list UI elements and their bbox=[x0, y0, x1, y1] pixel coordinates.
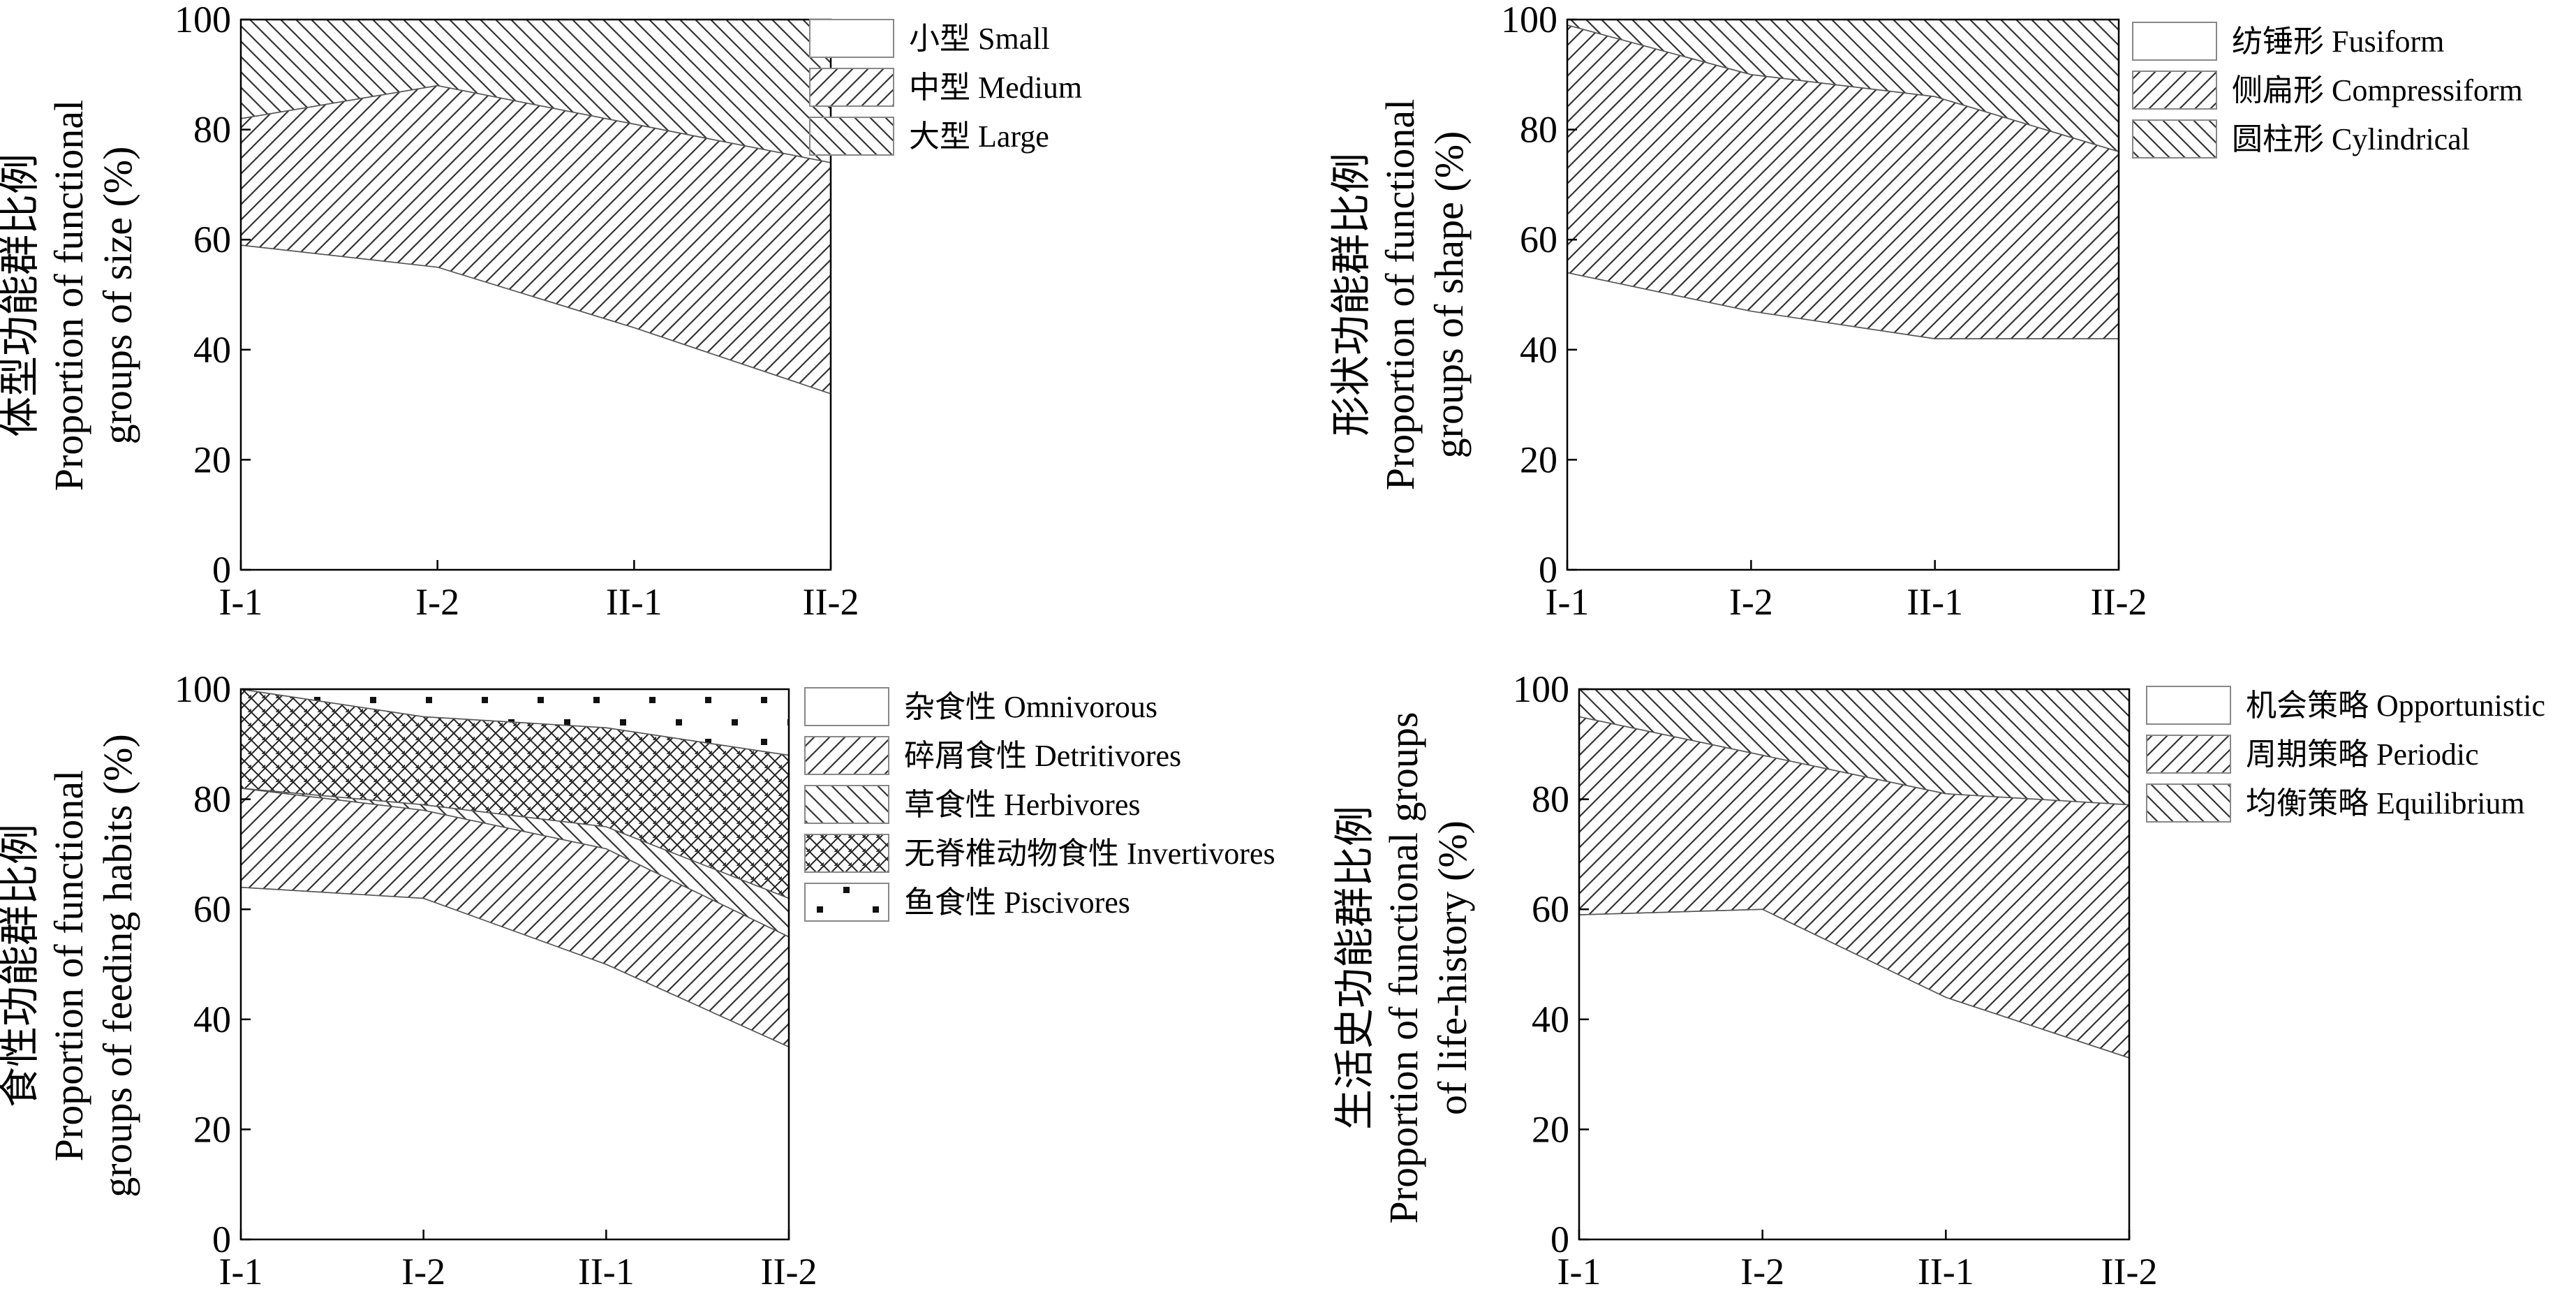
plot-frame bbox=[239, 688, 790, 1241]
legend-label-omnivorous: 杂食性 Omnivorous bbox=[904, 690, 1157, 724]
y-tick-label: 100 bbox=[175, 0, 231, 40]
panel-shape: 形状功能群比例 Proportion of functional groups … bbox=[1328, 0, 2523, 623]
y-tick-label: 80 bbox=[1520, 109, 1557, 151]
y-tick-label: 40 bbox=[193, 329, 231, 371]
x-tick-label: II-2 bbox=[803, 581, 859, 623]
y-tick-label: 60 bbox=[1520, 219, 1557, 260]
legend-label-periodic: 周期策略 Periodic bbox=[2246, 737, 2479, 772]
y-tick-label: 20 bbox=[1520, 439, 1557, 480]
legend-swatch-compressiform bbox=[2132, 71, 2217, 110]
x-tick-label: I-2 bbox=[1740, 1251, 1784, 1293]
legend-label-compressiform: 侧扁形 Compressiform bbox=[2232, 73, 2523, 108]
legend-swatch-large bbox=[809, 117, 894, 156]
ylabel-size-line2: Proportion of functional bbox=[46, 100, 91, 492]
x-tick-label: I-1 bbox=[219, 581, 263, 623]
y-tick-label: 40 bbox=[1532, 999, 1569, 1040]
ylabel-life-line1: 生活史功能群比例 bbox=[1332, 806, 1377, 1130]
plot-frame bbox=[1566, 18, 2120, 571]
legend-life-history: 机会策略 Opportunistic 周期策略 Periodic 均衡策略 Equi… bbox=[2146, 686, 2545, 823]
legend-swatch-herbivores bbox=[804, 785, 889, 824]
legend-shape: 纺锤形 Fusiform 侧扁形 Compressiform 圆柱形 Cylindr… bbox=[2132, 22, 2523, 159]
ylabel-feeding-line1: 食性功能群比例 bbox=[0, 824, 43, 1107]
legend-label-opportunistic: 机会策略 Opportunistic bbox=[2246, 688, 2545, 723]
y-tick-label: 40 bbox=[1520, 329, 1557, 371]
x-tick-label: I-2 bbox=[415, 581, 459, 623]
x-tick-label: I-2 bbox=[401, 1251, 445, 1293]
y-tick-label: 60 bbox=[1532, 888, 1569, 930]
y-tick-label: 80 bbox=[193, 779, 231, 820]
legend-label-cylindrical: 圆柱形 Cylindrical bbox=[2232, 122, 2470, 156]
y-tick-label: 60 bbox=[193, 219, 231, 260]
legend-swatch-detritivores bbox=[804, 736, 889, 775]
y-tick-label: 100 bbox=[1501, 0, 1557, 40]
x-tick-label: I-1 bbox=[1546, 581, 1590, 623]
y-tick-label: 40 bbox=[193, 999, 231, 1040]
legend-label-large: 大型 Large bbox=[909, 119, 1049, 154]
legend-swatch-opportunistic bbox=[2146, 686, 2231, 725]
legend-label-small: 小型 Small bbox=[909, 22, 1050, 56]
ylabel-shape-line2: Proportion of functional bbox=[1377, 99, 1423, 491]
legend-size: 小型 Small 中型 Medium 大型 Large bbox=[809, 19, 1082, 156]
x-tick-label: I-1 bbox=[219, 1251, 263, 1293]
ylabel-feeding-line3: groups of feeding habits (%) bbox=[95, 734, 140, 1198]
x-tick-label: II-2 bbox=[761, 1251, 817, 1293]
legend-swatch-medium bbox=[809, 68, 894, 107]
ylabel-size-line3: groups of size (%) bbox=[95, 147, 140, 445]
legend-swatch-omnivorous bbox=[804, 687, 889, 726]
ylabel-life-line3: of life-history (%) bbox=[1430, 820, 1475, 1115]
legend-swatch-periodic bbox=[2146, 735, 2231, 774]
plot-feeding: 0 20 40 60 80 100 I-1 I-2 II-1 II-2 bbox=[175, 668, 817, 1293]
y-tick-label: 20 bbox=[193, 439, 231, 480]
legend-label-detritivores: 碎屑食性 Detritivores bbox=[904, 739, 1181, 773]
y-tick-label: 0 bbox=[212, 549, 231, 591]
ylabel-size-line1: 体型功能群比例 bbox=[0, 154, 43, 437]
x-tick-label: I-1 bbox=[1557, 1251, 1601, 1293]
y-tick-label: 0 bbox=[1550, 1218, 1569, 1260]
ylabel-feeding-line2: Proportion of functional bbox=[46, 770, 91, 1162]
panel-size: 体型功能群比例 Proportion of functional groups … bbox=[0, 0, 1082, 623]
legend-swatch-piscivores bbox=[804, 883, 889, 922]
y-tick-label: 20 bbox=[193, 1108, 231, 1150]
y-tick-label: 20 bbox=[1532, 1108, 1569, 1150]
plot-frame bbox=[1578, 688, 2131, 1241]
x-tick-label: II-1 bbox=[1907, 581, 1963, 623]
plot-size: 0 20 40 60 80 100 I-1 I-2 II-1 II-2 bbox=[175, 0, 859, 623]
x-tick-label: I-2 bbox=[1729, 581, 1773, 623]
ylabel-shape-line3: groups of shape (%) bbox=[1426, 131, 1472, 459]
legend-swatch-equilibrium bbox=[2146, 783, 2231, 823]
legend-feeding: 杂食性 Omnivorous 碎屑食性 Detritivores 草食性 Herbi… bbox=[804, 687, 1275, 922]
plot-life-history: 0 20 40 60 80 100 I-1 I-2 II-1 II-2 bbox=[1513, 668, 2157, 1293]
panel-life-history: 生活史功能群比例 Proportion of functional groups… bbox=[1332, 668, 2545, 1293]
x-tick-label: II-1 bbox=[1918, 1251, 1974, 1293]
y-tick-label: 100 bbox=[1513, 668, 1569, 710]
legend-label-invertivores: 无脊椎动物食性 Invertivores bbox=[904, 837, 1275, 871]
ylabel-life-line2: Proportion of functional groups bbox=[1381, 712, 1426, 1224]
legend-label-fusiform: 纺锤形 Fusiform bbox=[2232, 24, 2444, 59]
ylabel-shape-line1: 形状功能群比例 bbox=[1328, 153, 1374, 436]
legend-swatch-small bbox=[809, 19, 894, 58]
y-tick-label: 0 bbox=[212, 1218, 231, 1260]
legend-swatch-invertivores bbox=[804, 834, 889, 873]
plot-shape: 0 20 40 60 80 100 I-1 I-2 II-1 II-2 bbox=[1501, 0, 2147, 623]
x-tick-label: II-2 bbox=[2101, 1251, 2158, 1293]
y-tick-label: 80 bbox=[1532, 779, 1569, 820]
panel-feeding: 食性功能群比例 Proportion of functional groups … bbox=[0, 668, 1275, 1293]
x-tick-label: II-1 bbox=[606, 581, 662, 623]
y-tick-label: 60 bbox=[193, 888, 231, 930]
legend-swatch-cylindrical bbox=[2132, 119, 2217, 159]
x-tick-label: II-2 bbox=[2091, 581, 2147, 623]
y-tick-label: 80 bbox=[193, 109, 231, 151]
legend-label-medium: 中型 Medium bbox=[909, 71, 1082, 105]
y-tick-label: 100 bbox=[175, 668, 231, 710]
x-tick-label: II-1 bbox=[578, 1251, 635, 1293]
y-tick-label: 0 bbox=[1539, 549, 1557, 591]
legend-swatch-fusiform bbox=[2132, 22, 2217, 61]
legend-label-equilibrium: 均衡策略 Equilibrium bbox=[2246, 786, 2525, 820]
legend-label-herbivores: 草食性 Herbivores bbox=[904, 788, 1141, 822]
plot-frame bbox=[239, 18, 832, 571]
legend-label-piscivores: 鱼食性 Piscivores bbox=[904, 885, 1130, 920]
